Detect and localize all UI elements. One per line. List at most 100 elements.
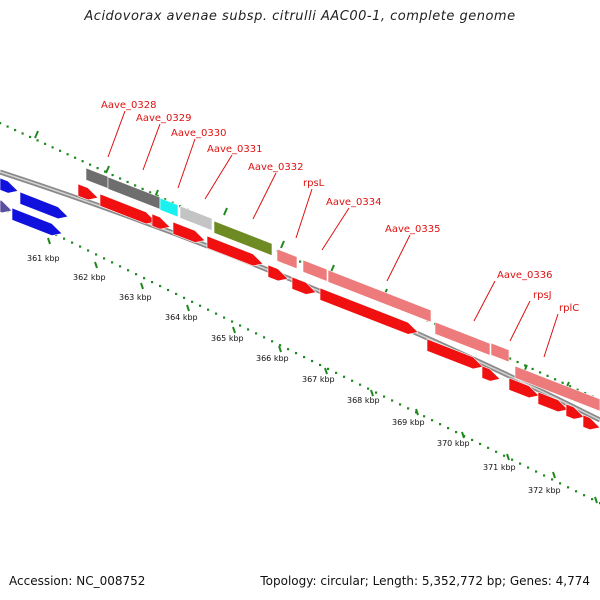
gene-aave-0332: [213, 220, 273, 257]
gene-leader-line: [509, 300, 531, 342]
minor-tick: [383, 395, 386, 398]
minor-tick: [141, 187, 144, 190]
minor-tick: [71, 241, 74, 244]
gene-label: Aave_0336: [497, 270, 553, 281]
minor-tick: [279, 344, 282, 347]
major-tick: [506, 453, 510, 461]
cds-rplc: [508, 377, 540, 399]
minor-tick: [59, 149, 62, 152]
kbp-label: 362 kbp: [73, 273, 106, 282]
minor-tick: [407, 407, 410, 410]
cds-next-3: [582, 414, 600, 431]
minor-tick: [239, 324, 242, 327]
cds-aave-0336: [426, 338, 484, 370]
minor-tick: [423, 415, 426, 418]
cds-rpsj: [481, 365, 501, 382]
minor-tick: [519, 462, 522, 465]
minor-tick: [95, 253, 98, 256]
gene-leader-line: [177, 138, 196, 189]
minor-tick: [134, 184, 137, 187]
gene-aave-0334: [302, 259, 328, 282]
minor-tick: [583, 494, 586, 497]
gene-leader-line: [321, 207, 350, 251]
cds-next-1: [537, 391, 569, 413]
gene-label: rpsJ: [533, 290, 552, 301]
prior-gene-1: [0, 177, 19, 194]
gene-label: Aave_0332: [248, 162, 304, 173]
major-tick: [370, 389, 374, 397]
minor-tick: [207, 308, 210, 311]
gene-leader-line: [204, 154, 233, 200]
minor-tick: [546, 374, 549, 377]
major-tick: [47, 237, 51, 245]
major-tick: [223, 207, 228, 216]
minor-tick: [66, 153, 69, 156]
minor-tick: [255, 332, 258, 335]
major-tick: [552, 471, 556, 479]
minor-tick: [231, 320, 234, 323]
minor-tick: [335, 371, 338, 374]
minor-tick: [375, 391, 378, 394]
minor-tick: [223, 316, 226, 319]
minor-tick: [503, 454, 506, 457]
kbp-label: 367 kbp: [302, 375, 335, 384]
kbp-label: 366 kbp: [256, 354, 289, 363]
major-tick: [330, 264, 335, 273]
major-tick: [34, 130, 39, 139]
minor-tick: [575, 490, 578, 493]
minor-tick: [263, 336, 266, 339]
minor-tick: [159, 284, 162, 288]
major-tick: [278, 345, 282, 353]
minor-tick: [29, 135, 32, 139]
gene-leader-line: [386, 234, 411, 282]
minor-tick: [567, 486, 570, 489]
minor-tick: [111, 173, 114, 177]
minor-tick: [74, 156, 77, 159]
gene-label: Aave_0330: [171, 128, 227, 139]
minor-tick: [199, 304, 202, 307]
major-tick: [415, 408, 419, 416]
prior-gene-4: [11, 207, 63, 236]
minor-tick: [175, 292, 178, 296]
kbp-label: 370 kbp: [437, 439, 470, 448]
kbp-label: 364 kbp: [165, 313, 198, 322]
minor-tick: [509, 357, 512, 360]
minor-tick: [447, 427, 450, 430]
minor-tick: [103, 257, 106, 260]
minor-tick: [119, 265, 122, 268]
minor-tick: [51, 146, 54, 149]
minor-tick: [311, 359, 314, 363]
minor-tick: [471, 438, 474, 442]
minor-tick: [527, 466, 530, 469]
minor-tick: [455, 430, 458, 434]
major-tick: [594, 496, 598, 504]
minor-tick: [81, 160, 84, 163]
minor-tick: [591, 498, 594, 501]
gene-leader-line: [142, 123, 161, 171]
kbp-label: 372 kbp: [528, 486, 561, 495]
minor-tick: [191, 300, 194, 303]
minor-tick: [126, 180, 129, 184]
minor-tick: [391, 399, 394, 402]
major-tick: [94, 261, 98, 269]
gene-aave-0335: [327, 269, 432, 323]
minor-tick: [287, 348, 290, 351]
minor-tick: [0, 122, 2, 125]
kbp-label: 369 kbp: [392, 418, 425, 427]
minor-tick: [89, 163, 92, 166]
minor-tick: [551, 478, 554, 481]
minor-tick: [569, 385, 572, 388]
minor-tick: [431, 419, 434, 422]
gene-leader-line: [543, 313, 559, 358]
gene-track: [0, 167, 600, 431]
gene-leader-line: [252, 172, 277, 220]
gene-label: Aave_0331: [207, 144, 263, 155]
gene-rplc: [514, 365, 600, 412]
gene-aave-0331: [179, 205, 213, 231]
minor-tick: [183, 296, 186, 299]
cds-aave-0334: [291, 276, 317, 295]
kbp-label: 365 kbp: [211, 334, 244, 343]
gene-label: rplC: [559, 303, 579, 314]
minor-tick: [14, 128, 17, 132]
